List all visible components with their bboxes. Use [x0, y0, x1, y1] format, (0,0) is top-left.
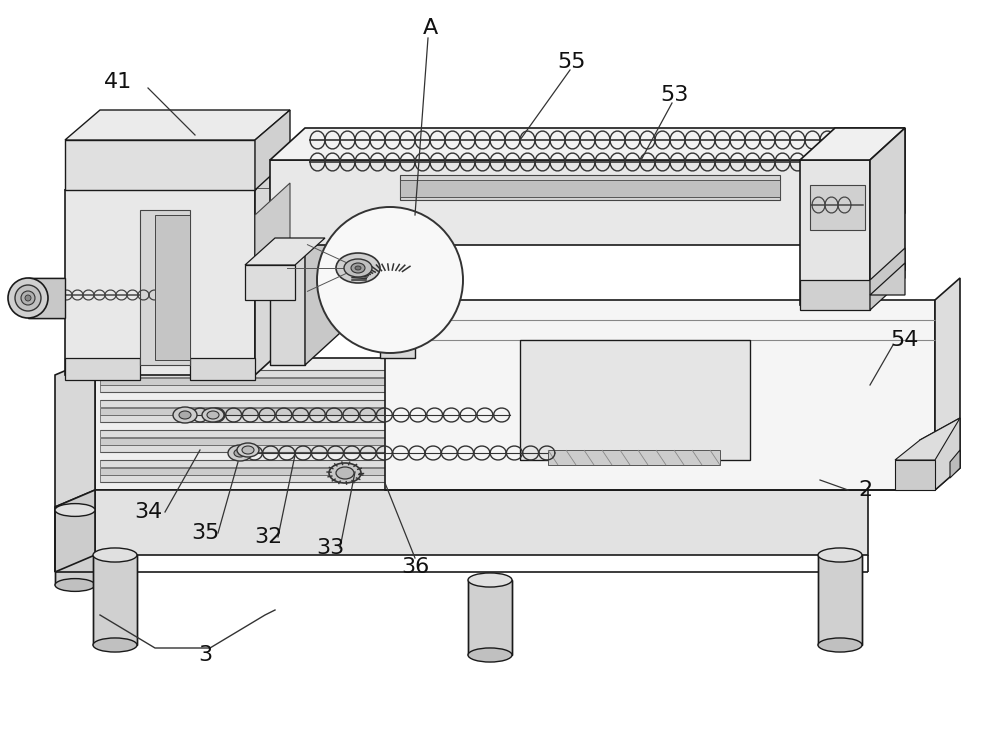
Text: 33: 33 — [316, 538, 344, 558]
Text: 54: 54 — [891, 330, 919, 350]
Polygon shape — [270, 160, 870, 245]
Circle shape — [317, 207, 463, 353]
Text: 53: 53 — [661, 85, 689, 105]
Ellipse shape — [179, 411, 191, 419]
Polygon shape — [935, 278, 960, 490]
Polygon shape — [55, 358, 95, 507]
Polygon shape — [95, 490, 868, 555]
Ellipse shape — [234, 449, 246, 457]
Polygon shape — [55, 490, 95, 572]
Polygon shape — [100, 445, 530, 452]
Polygon shape — [190, 358, 255, 380]
Polygon shape — [100, 370, 530, 377]
Polygon shape — [895, 460, 935, 490]
Polygon shape — [255, 110, 290, 190]
Ellipse shape — [468, 573, 512, 587]
Ellipse shape — [351, 263, 365, 273]
Ellipse shape — [355, 266, 361, 270]
Ellipse shape — [468, 648, 512, 662]
Ellipse shape — [228, 445, 252, 461]
Polygon shape — [129, 161, 149, 188]
Polygon shape — [65, 110, 290, 140]
Polygon shape — [100, 400, 530, 407]
Polygon shape — [380, 245, 415, 358]
Ellipse shape — [818, 638, 862, 652]
Polygon shape — [28, 278, 65, 318]
Polygon shape — [810, 185, 865, 230]
Polygon shape — [100, 475, 530, 482]
Polygon shape — [800, 128, 905, 160]
Polygon shape — [155, 215, 190, 360]
Ellipse shape — [15, 285, 41, 311]
Polygon shape — [100, 430, 530, 437]
Ellipse shape — [329, 463, 361, 483]
Ellipse shape — [93, 548, 137, 562]
Ellipse shape — [207, 411, 219, 419]
Polygon shape — [100, 408, 530, 415]
Polygon shape — [140, 210, 190, 365]
Ellipse shape — [55, 504, 95, 516]
Ellipse shape — [55, 579, 95, 591]
Ellipse shape — [173, 407, 197, 423]
Ellipse shape — [336, 253, 380, 283]
Ellipse shape — [237, 443, 259, 457]
Polygon shape — [818, 555, 862, 645]
Text: 41: 41 — [104, 72, 132, 92]
Polygon shape — [225, 161, 245, 188]
Polygon shape — [870, 263, 905, 295]
Polygon shape — [305, 213, 340, 365]
Polygon shape — [93, 555, 137, 645]
Polygon shape — [895, 418, 960, 460]
Polygon shape — [100, 460, 530, 467]
Text: 3: 3 — [198, 645, 212, 665]
Text: 35: 35 — [191, 523, 219, 543]
Polygon shape — [385, 300, 935, 490]
Text: 36: 36 — [401, 557, 429, 577]
Text: 32: 32 — [254, 527, 282, 547]
Polygon shape — [65, 190, 255, 375]
Polygon shape — [270, 245, 305, 365]
Polygon shape — [245, 265, 295, 300]
Polygon shape — [270, 128, 905, 160]
Polygon shape — [800, 280, 870, 310]
Polygon shape — [95, 358, 868, 490]
Text: 2: 2 — [858, 480, 872, 500]
Polygon shape — [520, 340, 750, 460]
Polygon shape — [100, 468, 530, 475]
Ellipse shape — [8, 278, 48, 318]
Polygon shape — [249, 161, 269, 188]
Polygon shape — [950, 450, 960, 478]
Polygon shape — [177, 161, 197, 188]
Text: 34: 34 — [134, 502, 162, 522]
Text: A: A — [422, 18, 438, 38]
Polygon shape — [153, 161, 173, 188]
Polygon shape — [870, 128, 905, 305]
Ellipse shape — [818, 548, 862, 562]
Polygon shape — [100, 385, 530, 392]
Polygon shape — [920, 418, 960, 490]
Polygon shape — [65, 140, 255, 190]
Polygon shape — [201, 161, 221, 188]
Polygon shape — [105, 161, 125, 188]
Polygon shape — [65, 358, 140, 380]
Ellipse shape — [336, 467, 354, 479]
Polygon shape — [255, 158, 290, 375]
Ellipse shape — [242, 446, 254, 454]
Polygon shape — [870, 128, 905, 245]
Text: 55: 55 — [558, 52, 586, 72]
Polygon shape — [245, 238, 325, 265]
Ellipse shape — [25, 295, 31, 301]
Polygon shape — [255, 183, 290, 280]
Polygon shape — [100, 378, 530, 385]
Ellipse shape — [344, 259, 372, 277]
Ellipse shape — [202, 408, 224, 422]
Polygon shape — [100, 415, 530, 422]
Polygon shape — [400, 180, 780, 197]
Ellipse shape — [93, 638, 137, 652]
Polygon shape — [100, 438, 530, 445]
Polygon shape — [800, 160, 870, 305]
Polygon shape — [55, 510, 95, 585]
Polygon shape — [548, 450, 720, 465]
Polygon shape — [468, 580, 512, 655]
